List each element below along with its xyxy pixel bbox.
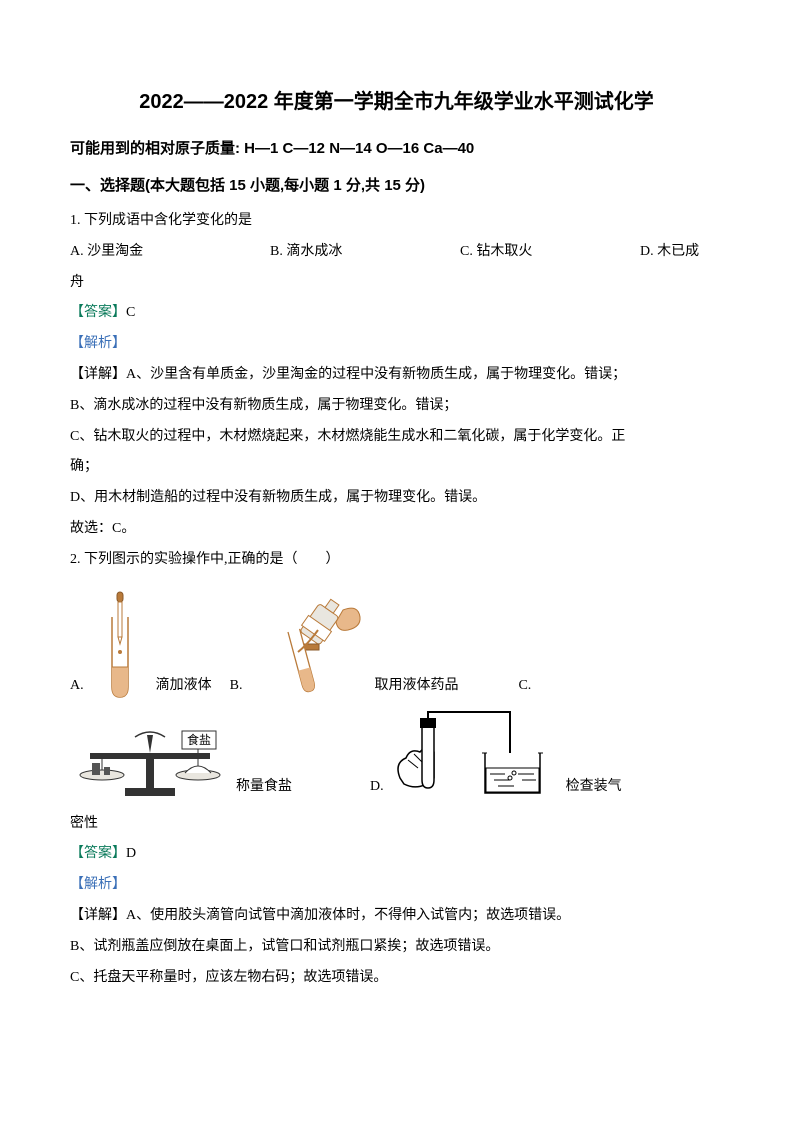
q2-img-a-label: A. — [70, 671, 84, 702]
q2-img-d-cap: 检查装气 — [566, 772, 622, 803]
q2-detail-2: C、托盘天平称量时，应该左物右码；故选项错误。 — [70, 963, 723, 994]
q2-img-a-cap: 滴加液体 — [156, 671, 212, 702]
answer-label: 【答案】 — [70, 846, 126, 861]
airtightness-check-icon — [390, 708, 560, 803]
analysis-label: 【解析】 — [70, 336, 126, 351]
q2-stem: 2. 下列图示的实验操作中,正确的是（ ） — [70, 545, 723, 576]
q1-detail-1: B、滴水成冰的过程中没有新物质生成，属于物理变化。错误； — [70, 391, 723, 422]
q2-img-a: A. 滴加液体 — [70, 582, 212, 702]
q1-opt-c: C. 钻木取火 — [460, 237, 640, 268]
balance-scale-icon: 食盐 — [70, 713, 230, 803]
q1-detail-2: C、钻木取火的过程中，木材燃烧起来，木材燃烧能生成水和二氧化碳，属于化学变化。正 — [70, 422, 723, 453]
q2-img-d: D. 检查装气 — [370, 708, 622, 803]
q2-img-d-label: D. — [370, 772, 384, 803]
q2-img-c-cap: 称量食盐 — [236, 772, 292, 803]
q1-detail-0: 【详解】A、沙里含有单质金，沙里淘金的过程中没有新物质生成，属于物理变化。错误； — [70, 360, 723, 391]
q1-stem: 1. 下列成语中含化学变化的是 — [70, 206, 723, 237]
answer-label: 【答案】 — [70, 305, 126, 320]
q1-opt-b: B. 滴水成冰 — [270, 237, 460, 268]
analysis-label: 【解析】 — [70, 877, 126, 892]
q2-img-c-label: C. — [518, 671, 531, 702]
q2-analysis-label-line: 【解析】 — [70, 870, 723, 901]
q1-answer: C — [126, 305, 135, 320]
q2-image-row-1: A. 滴加液体 B. — [70, 582, 723, 702]
q2-answer-line: 【答案】D — [70, 839, 723, 870]
q1-analysis-label-line: 【解析】 — [70, 329, 723, 360]
q1-options: A. 沙里淘金 B. 滴水成冰 C. 钻木取火 D. 木已成 — [70, 237, 723, 268]
q2-detail-1: B、试剂瓶盖应倒放在桌面上，试管口和试剂瓶口紧挨；故选项错误。 — [70, 932, 723, 963]
q2-img-c: 食盐 称量食盐 — [70, 713, 292, 803]
q1-opt-d-cont: 舟 — [70, 268, 723, 299]
q1-detail-3: 确； — [70, 452, 723, 483]
q2-detail-0: 【详解】A、使用胶头滴管向试管中滴加液体时，不得伸入试管内；故选项错误。 — [70, 901, 723, 932]
q2-answer: D — [126, 846, 136, 861]
q2-image-row-2: 食盐 称量食盐 D. 检查装气 — [70, 708, 723, 803]
q2-img-b: B. 取用液体药品 C. — [230, 592, 538, 702]
q1-detail-4: D、用木材制造船的过程中没有新物质生成，属于物理变化。错误。 — [70, 483, 723, 514]
salt-label-text: 食盐 — [187, 732, 211, 747]
page-title: 2022——2022 年度第一学期全市九年级学业水平测试化学 — [70, 80, 723, 124]
q1-opt-a: A. 沙里淘金 — [70, 237, 270, 268]
q2-trailing: 密性 — [70, 809, 723, 840]
q2-img-b-label: B. — [230, 671, 243, 702]
q1-detail-5: 故选：C。 — [70, 514, 723, 545]
pouring-liquid-icon — [248, 592, 368, 702]
atomic-mass-line: 可能用到的相对原子质量: H—1 C—12 N—14 O—16 Ca—40 — [70, 132, 723, 165]
q1-answer-line: 【答案】C — [70, 298, 723, 329]
dropper-into-tube-icon — [90, 582, 150, 702]
q1-opt-d: D. 木已成 — [640, 237, 720, 268]
q2-img-b-cap: 取用液体药品 — [374, 671, 458, 702]
section-1-heading: 一、选择题(本大题包括 15 小题,每小题 1 分,共 15 分) — [70, 169, 723, 202]
